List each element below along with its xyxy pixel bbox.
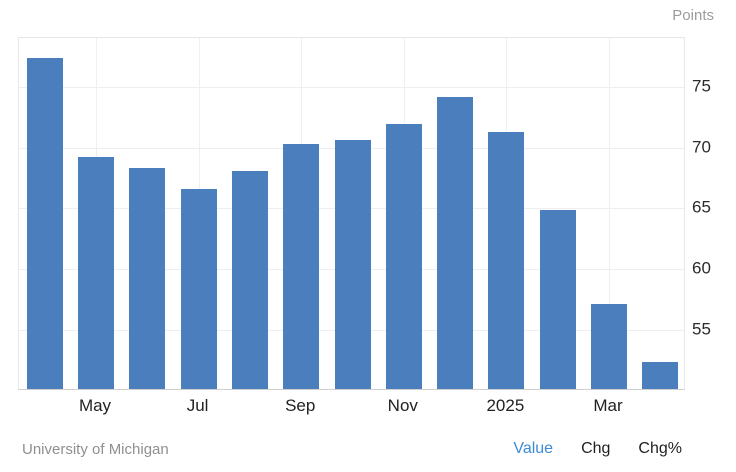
bar-jan-2025[interactable] — [488, 132, 525, 389]
x-tick-label: Jul — [186, 396, 209, 415]
bar-aug-2024[interactable] — [231, 171, 268, 389]
y-tick-label: 55 — [692, 319, 711, 339]
bar-may-2024[interactable] — [78, 156, 114, 389]
y-tick-label: 70 — [692, 137, 711, 157]
bar-feb-2025[interactable] — [539, 210, 576, 389]
y-tick-label: 75 — [692, 76, 711, 96]
y-tick-label: 65 — [692, 197, 711, 217]
plot-area — [18, 37, 685, 390]
x-tick-label: Mar — [593, 396, 623, 415]
bar-nov-2024[interactable] — [385, 123, 422, 389]
legend-item-chgpct[interactable]: Chg% — [638, 440, 682, 457]
bar-oct-2024[interactable] — [334, 139, 371, 389]
h-gridline — [19, 86, 684, 88]
footer: University of Michigan Value Chg Chg% — [0, 437, 736, 461]
legend-item-chg[interactable]: Chg — [581, 440, 611, 457]
bar-sep-2024[interactable] — [283, 144, 320, 389]
bar-apr-2024[interactable] — [26, 57, 63, 389]
x-tick-label: 2025 — [486, 396, 525, 415]
legend: Value Chg Chg% — [513, 440, 682, 458]
bar-jul-2024[interactable] — [180, 189, 217, 389]
bar-dec-2024[interactable] — [437, 96, 474, 389]
x-tick-label: Sep — [285, 396, 316, 415]
v-gridline — [609, 38, 610, 389]
x-tick-label: May — [78, 396, 112, 415]
y-tick-label: 60 — [692, 258, 711, 278]
legend-item-value[interactable]: Value — [513, 440, 554, 457]
x-tick-label: Nov — [387, 396, 418, 415]
source-link[interactable]: University of Michigan — [22, 440, 169, 458]
y-axis-unit-label: Points — [672, 7, 714, 24]
bar-apr-2025[interactable] — [642, 362, 679, 389]
bar-jun-2024[interactable] — [129, 167, 166, 389]
bar-mar-2025[interactable] — [591, 303, 627, 389]
